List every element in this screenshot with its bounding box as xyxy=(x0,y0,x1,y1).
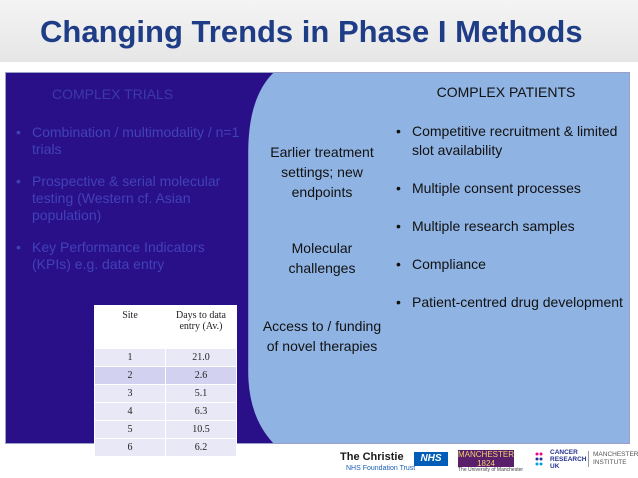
list-item: • Compliance xyxy=(396,256,486,272)
middle-item-endpoints: Earlier treatment settings; new endpoint… xyxy=(270,144,374,200)
table-row: 3 5.1 xyxy=(94,384,237,403)
list-item: • Patient-centred drug development xyxy=(396,294,623,310)
table-header-site: Site xyxy=(94,305,166,349)
title-band xyxy=(0,0,638,62)
bullet-icon: • xyxy=(16,124,21,140)
middle-item-molecular: Molecular challenges xyxy=(288,240,356,276)
middle-item-access: Access to / funding of novel therapies xyxy=(262,318,382,354)
table-row: 4 6.3 xyxy=(94,402,237,421)
bullet-icon: • xyxy=(16,239,21,255)
data-entry-table: Site Days to data entry (Av.) 1 21.0 2 2.6… xyxy=(94,305,237,457)
manchester-logo: MANCHESTER 1824 xyxy=(458,450,515,468)
bullet-icon: • xyxy=(16,173,21,189)
manchester-subtitle: The University of Manchester xyxy=(458,467,524,473)
bullet-icon: • xyxy=(396,294,401,310)
manchester-institute-logo: MANCHESTER INSTITUTE xyxy=(588,451,638,467)
table-row: 6 6.2 xyxy=(94,438,237,457)
table-row: 2 2.6 xyxy=(94,366,237,385)
christie-logo: The Christie xyxy=(340,451,404,463)
footer-logos: The Christie NHS Foundation Trust NHS MA… xyxy=(330,448,638,476)
page-title: Changing Trends in Phase I Methods xyxy=(40,14,583,49)
cancer-research-icon xyxy=(535,452,543,466)
complex-trials-heading: COMPLEX TRIALS xyxy=(52,86,174,102)
complex-trials-list: • Combination / multimodality / n=1 trial… xyxy=(16,124,246,288)
bullet-icon: • xyxy=(396,218,401,234)
right-panel-fill xyxy=(248,73,629,443)
complex-patients-heading: COMPLEX PATIENTS xyxy=(436,84,576,100)
bullet-icon: • xyxy=(396,180,401,196)
list-item: • Multiple research samples xyxy=(396,218,575,234)
complex-patients-list: • Competitive recruitment & limited slot … xyxy=(396,122,626,331)
table-row: 5 10.5 xyxy=(94,420,237,439)
list-item: • Competitive recruitment & limited slot … xyxy=(396,123,618,158)
list-item: • Key Performance Indicators (KPIs) e.g. … xyxy=(16,239,205,272)
nhs-logo: NHS xyxy=(414,452,448,466)
bullet-icon: • xyxy=(396,256,401,272)
table-header-row: Site Days to data entry (Av.) xyxy=(94,305,237,349)
list-item: • Prospective & serial molecular testing … xyxy=(16,173,221,223)
bullet-icon: • xyxy=(396,123,401,139)
list-item: • Combination / multimodality / n=1 trial… xyxy=(16,124,240,157)
list-item: • Multiple consent processes xyxy=(396,180,581,196)
christie-subtitle: NHS Foundation Trust xyxy=(346,465,416,472)
table-row: 1 21.0 xyxy=(94,348,237,367)
table-header-days: Days to data entry (Av.) xyxy=(165,305,237,349)
cancer-research-logo: CANCER RESEARCH UK xyxy=(550,449,587,470)
